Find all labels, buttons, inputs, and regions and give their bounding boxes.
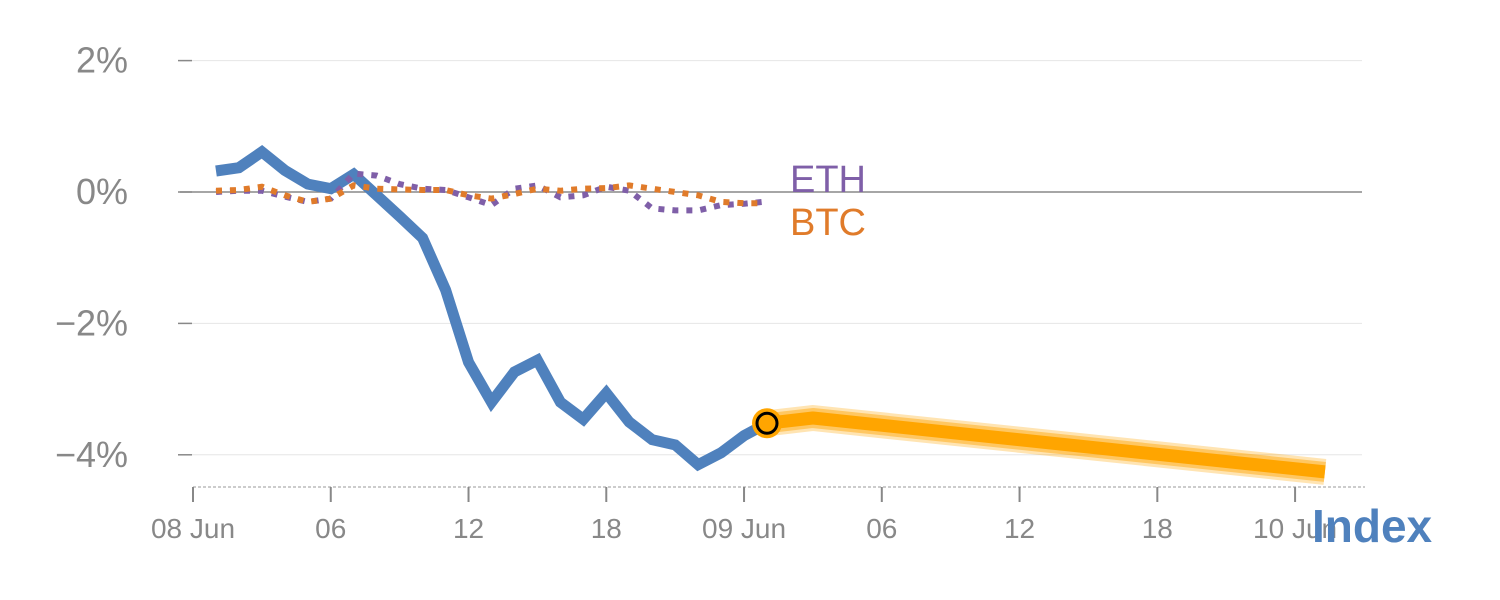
eth-line: [215, 170, 763, 214]
grid-lines: [180, 60, 1362, 456]
x-tick-label: 18: [591, 513, 622, 544]
x-tick-label: 12: [1004, 513, 1035, 544]
btc-line: [215, 182, 763, 207]
x-tick-label: 10 Jun: [1253, 513, 1337, 544]
forecast-line: [766, 411, 1326, 479]
index-label: Index: [1312, 500, 1433, 552]
x-tick-label: 06: [315, 513, 346, 544]
marker-point: [755, 411, 779, 435]
btc-label: BTC: [790, 202, 866, 244]
x-tick-label: 18: [1142, 513, 1173, 544]
y-tick-label: −2%: [55, 302, 128, 343]
series-group: [215, 145, 1327, 485]
y-axis: 2% 0% −2% −4%: [55, 40, 192, 475]
x-tick-label: 08 Jun: [151, 513, 235, 544]
x-tick-label: 09 Jun: [702, 513, 786, 544]
x-axis: 08 Jun 06 12 18 09 Jun 06 12 18 10 Jun: [151, 486, 1365, 544]
x-tick-label: 06: [866, 513, 897, 544]
index-line: [215, 145, 770, 472]
y-tick-label: 2%: [76, 40, 128, 81]
y-tick-label: −4%: [55, 434, 128, 475]
y-tick-label: 0%: [76, 171, 128, 212]
eth-label: ETH: [790, 159, 866, 201]
x-tick-label: 12: [453, 513, 484, 544]
